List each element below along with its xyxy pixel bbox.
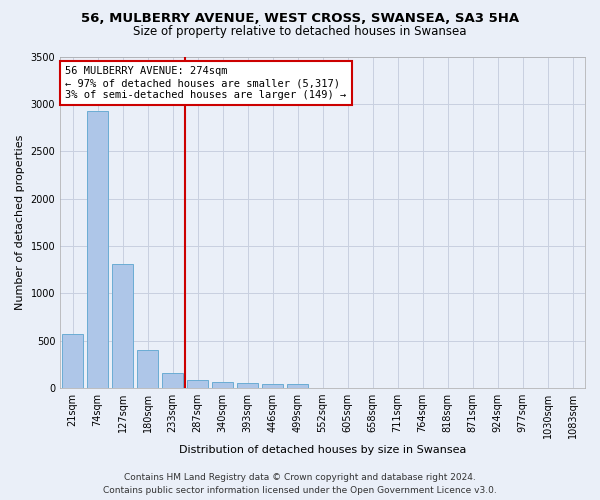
Bar [112,264,133,388]
Text: 56 MULBERRY AVENUE: 274sqm
← 97% of detached houses are smaller (5,317)
3% of se: 56 MULBERRY AVENUE: 274sqm ← 97% of deta… [65,66,347,100]
Bar [287,384,308,388]
Y-axis label: Number of detached properties: Number of detached properties [15,134,25,310]
Bar [137,350,158,388]
Bar [212,382,233,388]
Bar [237,382,258,388]
Bar [262,384,283,388]
Bar [162,373,183,388]
Text: Size of property relative to detached houses in Swansea: Size of property relative to detached ho… [133,25,467,38]
Bar [62,334,83,388]
Bar [87,112,108,388]
X-axis label: Distribution of detached houses by size in Swansea: Distribution of detached houses by size … [179,445,466,455]
Bar [187,380,208,388]
Text: 56, MULBERRY AVENUE, WEST CROSS, SWANSEA, SA3 5HA: 56, MULBERRY AVENUE, WEST CROSS, SWANSEA… [81,12,519,26]
Text: Contains HM Land Registry data © Crown copyright and database right 2024.
Contai: Contains HM Land Registry data © Crown c… [103,474,497,495]
